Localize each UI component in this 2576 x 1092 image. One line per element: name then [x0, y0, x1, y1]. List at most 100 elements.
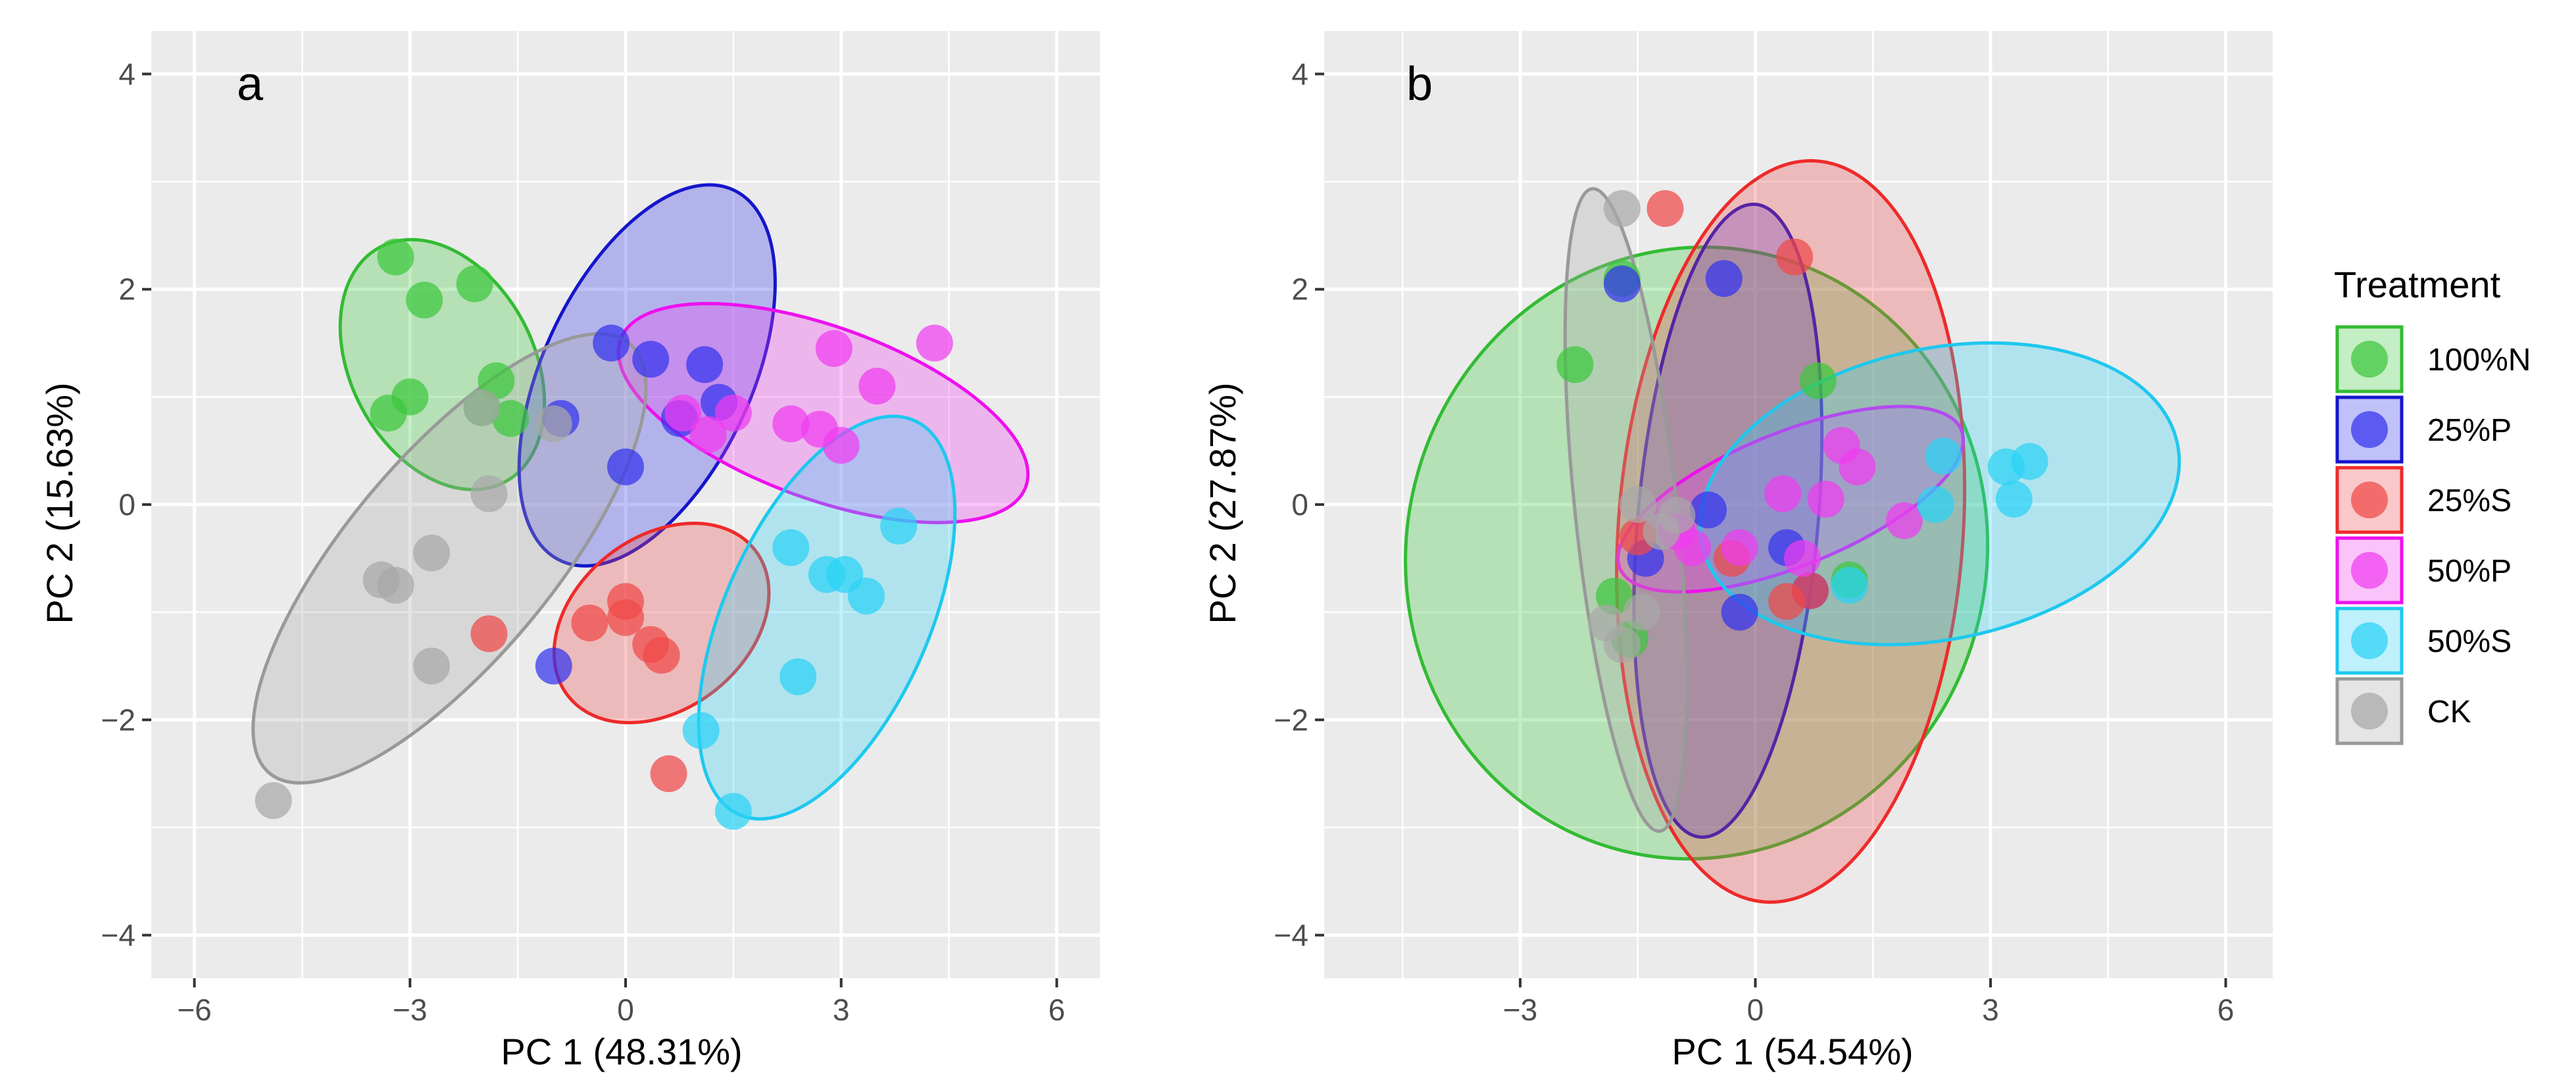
panel-a-point-100N — [406, 282, 443, 319]
panel-a-point-50S — [714, 793, 752, 830]
panel-b-ytick-label: −2 — [1274, 703, 1308, 737]
panel-b: PC 2 (27.87%) −3 0 3 6 −4 −2 0 2 4 b PC 1 (54.54%… — [1202, 31, 2273, 1072]
legend-label: CK — [2427, 695, 2471, 730]
panel-b-point-25P — [1603, 265, 1641, 303]
panel-a-point-100N — [478, 362, 515, 399]
legend-label: 25%S — [2427, 484, 2512, 518]
panel-a-point-25S — [607, 599, 644, 636]
panel-b-ylabel: PC 2 (27.87%) — [1202, 382, 1243, 624]
panel-a-point-CK — [377, 566, 414, 604]
panel-b-xtick-label: −3 — [1503, 993, 1537, 1027]
panel-b-xtick-label: 6 — [2217, 993, 2235, 1027]
panel-b-ytick-label: 2 — [1291, 272, 1308, 307]
panel-a-xlabel: PC 1 (48.31%) — [501, 1031, 742, 1072]
legend-title: Treatment — [2334, 264, 2501, 305]
panel-b-point-CK — [1623, 593, 1660, 631]
panel-a-point-25P — [607, 448, 644, 485]
panel-a-point-25S — [650, 755, 687, 793]
panel-a-point-50S — [682, 712, 720, 749]
panel-a-xtick-label: 6 — [1049, 993, 1066, 1027]
panel-a-ylabel: PC 2 (15.63%) — [39, 382, 80, 624]
legend-key-point — [2351, 482, 2388, 518]
legend-item-25P: 25%P — [2335, 395, 2512, 464]
panel-a-point-25S — [571, 605, 608, 641]
panel-a-point-100N — [370, 394, 407, 432]
panel-b-point-25S — [1768, 583, 1806, 620]
legend-key-point — [2351, 693, 2388, 730]
panel-b-point-100N — [1799, 362, 1837, 399]
legend-key-point — [2351, 411, 2388, 448]
panel-a-point-50S — [847, 578, 885, 615]
panel-a-point-50P — [714, 394, 752, 432]
panel-a-point-100N — [456, 265, 493, 303]
legend-label: 50%P — [2427, 554, 2512, 589]
panel-b-ytick-label: −4 — [1274, 918, 1308, 953]
panel-a-xtick-label: 0 — [617, 993, 634, 1027]
legend-key-box — [2335, 466, 2404, 534]
legend-item-50S: 50%S — [2335, 607, 2512, 675]
panel-a-point-50P — [689, 416, 727, 453]
panel-a-xtick-label: 3 — [833, 993, 850, 1027]
panel-b-point-50P — [1839, 448, 1876, 485]
panel-a-point-25P — [632, 341, 670, 378]
legend-label: 50%S — [2427, 624, 2512, 659]
legend-item-CK: CK — [2335, 677, 2471, 745]
panel-a-point-25S — [470, 615, 508, 653]
panel-b-tag: b — [1406, 58, 1433, 111]
panel-b-point-50S — [1917, 486, 1954, 523]
panel-a-point-CK — [255, 782, 292, 819]
panel-a-point-50P — [772, 405, 810, 443]
legend-keys: 100%N 25%P 25%S 50%P 50%S CK — [2335, 325, 2531, 745]
panel-a-point-CK — [413, 647, 451, 685]
legend-item-100N: 100%N — [2335, 325, 2531, 393]
panel-b-point-25P — [1705, 260, 1743, 297]
panel-a-tag: a — [237, 58, 264, 111]
panel-a-xtick-label: −3 — [393, 993, 427, 1027]
panel-a-ytick-label: 2 — [118, 272, 136, 307]
panel-a-ytick-label: −2 — [101, 703, 136, 737]
panel-a-ellipse-25S — [552, 521, 771, 725]
panel-a-point-50S — [880, 507, 918, 545]
legend-key-box — [2335, 607, 2404, 675]
panel-b-xtick-label: 0 — [1747, 993, 1764, 1027]
panel-b-point-CK — [1603, 626, 1641, 663]
legend-label: 100%N — [2427, 343, 2531, 378]
panel-b-point-50P — [1721, 529, 1758, 566]
panel-a-ytick-label: 4 — [118, 57, 136, 91]
panel-a-point-25P — [535, 647, 572, 685]
panel-a-point-CK — [413, 534, 451, 572]
legend-key-point — [2351, 341, 2388, 378]
legend: Treatment 100%N 25%P 25%S 50%P 50%S CK — [2334, 264, 2531, 745]
panel-b-xtick-label: 3 — [1982, 993, 1999, 1027]
panel-a-ytick-label: −4 — [101, 918, 136, 953]
panel-b-ytick-label: 4 — [1291, 57, 1308, 91]
panel-b-point-50P — [1783, 539, 1821, 577]
panel-a: PC 2 (15.63%) −6 −3 0 3 6 −4 −2 0 2 4 a PC 1 (48.3… — [39, 31, 1100, 1072]
legend-key-point — [2351, 622, 2388, 659]
panel-a-point-50P — [815, 330, 853, 367]
panel-b-point-50S — [1995, 480, 2033, 518]
panel-a-point-50P — [664, 394, 702, 432]
panel-b-xlabel: PC 1 (54.54%) — [1672, 1031, 1913, 1072]
panel-b-point-50S — [1925, 437, 1962, 475]
panel-a-ellipse-CK — [251, 332, 648, 785]
panel-a-point-50S — [772, 529, 810, 566]
panel-a-xtick-label: −6 — [177, 993, 211, 1027]
panel-a-point-50P — [858, 368, 896, 405]
panel-b-point-25P — [1689, 491, 1727, 529]
panel-b-point-50P — [1885, 502, 1923, 539]
panel-a-point-50S — [780, 658, 817, 695]
panel-a-point-100N — [377, 238, 414, 276]
panel-b-point-100N — [1556, 346, 1594, 384]
panel-b-point-25S — [1647, 190, 1684, 227]
panel-b-plot: −3 0 3 6 −4 −2 0 2 4 b — [1274, 31, 2273, 1027]
panel-a-point-25P — [593, 324, 630, 362]
panel-a-point-100N — [492, 400, 530, 437]
panel-a-point-25P — [686, 346, 724, 384]
panel-a-ytick-label: 0 — [118, 487, 136, 522]
panel-a-point-50P — [822, 427, 860, 464]
panel-a-point-25S — [643, 637, 680, 674]
panel-b-point-CK — [1658, 497, 1696, 534]
panel-b-point-25P — [1721, 593, 1758, 631]
panel-b-point-CK — [1603, 190, 1641, 227]
